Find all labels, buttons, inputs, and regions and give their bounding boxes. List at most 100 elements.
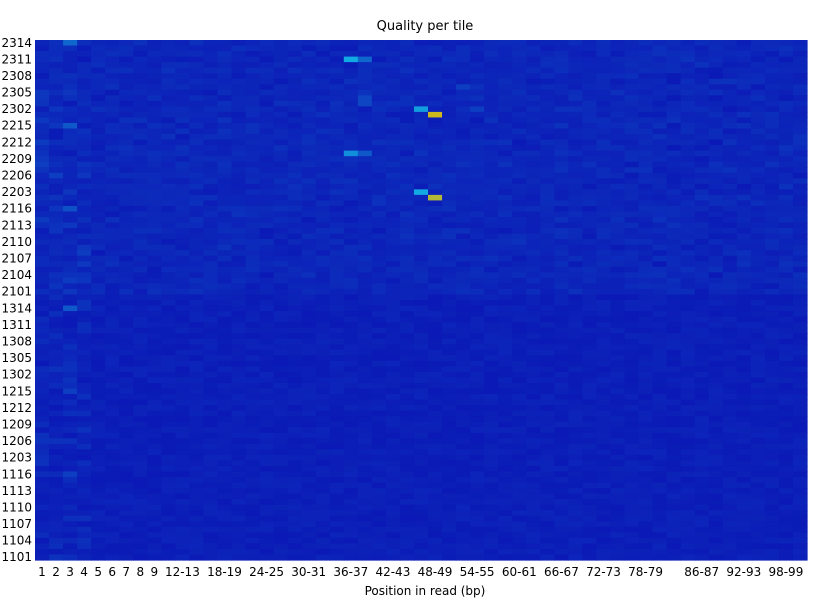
heatmap-cell	[287, 305, 303, 312]
heatmap-cell	[357, 399, 373, 406]
heatmap-cell	[189, 532, 205, 539]
heatmap-cell	[792, 128, 808, 135]
heatmap-cell	[596, 366, 612, 373]
heatmap-cell	[736, 305, 752, 312]
heatmap-cell	[568, 449, 584, 456]
heatmap-cell	[49, 526, 64, 533]
heatmap-cell	[778, 322, 794, 329]
heatmap-cell	[63, 526, 78, 533]
heatmap-cell	[610, 388, 626, 395]
heatmap-cell	[764, 394, 780, 401]
heatmap-cell	[343, 322, 359, 329]
heatmap-cell	[245, 504, 261, 511]
heatmap-cell	[442, 73, 457, 80]
heatmap-cell	[736, 200, 752, 207]
heatmap-cell	[147, 477, 162, 484]
heatmap-cell	[750, 194, 766, 202]
heatmap-cell	[287, 322, 303, 329]
heatmap-cell	[764, 360, 780, 367]
heatmap-cell	[245, 416, 261, 423]
heatmap-cell	[329, 327, 345, 334]
heatmap-cell	[77, 222, 92, 229]
heatmap-cell	[736, 438, 752, 445]
heatmap-cell	[385, 371, 401, 379]
heatmap-cell	[470, 111, 485, 119]
heatmap-cell	[259, 244, 275, 251]
heatmap-cell	[554, 532, 569, 539]
heatmap-cell	[343, 410, 359, 417]
heatmap-cell	[133, 465, 148, 473]
heatmap-cell	[540, 150, 555, 157]
heatmap-cell	[526, 283, 541, 290]
heatmap-cell	[680, 504, 696, 511]
heatmap-cell	[736, 504, 752, 511]
heatmap-cell	[329, 382, 345, 390]
heatmap-cell	[652, 172, 668, 179]
heatmap-cell	[49, 156, 64, 163]
heatmap-cell	[77, 244, 92, 251]
heatmap-cell	[343, 250, 359, 257]
heatmap-cell	[329, 454, 345, 462]
heatmap-cell	[680, 521, 696, 528]
heatmap-cell	[161, 504, 176, 511]
heatmap-cell	[526, 294, 541, 301]
heatmap-cell	[764, 349, 780, 356]
heatmap-cell	[694, 244, 710, 251]
heatmap-cell	[778, 416, 794, 423]
heatmap-cell	[680, 394, 696, 401]
heatmap-cell	[694, 250, 710, 257]
heatmap-cell	[764, 493, 780, 500]
heatmap-cell	[442, 521, 457, 528]
heatmap-cell	[49, 421, 64, 428]
heatmap-cell	[287, 89, 303, 96]
heatmap-cell	[245, 45, 261, 52]
heatmap-cell	[385, 432, 401, 439]
heatmap-cell	[624, 95, 640, 102]
heatmap-cell	[526, 471, 541, 478]
heatmap-cell	[456, 305, 471, 312]
heatmap-cell	[624, 377, 640, 384]
heatmap-cell	[442, 460, 457, 467]
heatmap-cell	[105, 128, 120, 135]
heatmap-cell	[470, 371, 485, 379]
heatmap-cell	[175, 499, 190, 506]
heatmap-cell	[287, 145, 303, 152]
heatmap-cell	[371, 266, 387, 273]
heatmap-cell	[91, 521, 106, 528]
heatmap-cell	[708, 222, 724, 229]
heatmap-cell	[315, 122, 331, 130]
heatmap-cell	[582, 277, 598, 284]
heatmap-cell	[385, 244, 401, 251]
heatmap-cell	[596, 477, 612, 484]
heatmap-cell	[175, 438, 190, 445]
heatmap-cell	[371, 537, 387, 544]
heatmap-cell	[385, 172, 401, 179]
heatmap-cell	[189, 62, 205, 69]
heatmap-cell	[175, 521, 190, 528]
heatmap-cell	[287, 327, 303, 334]
heatmap-cell	[357, 233, 373, 240]
heatmap-cell	[764, 465, 780, 473]
heatmap-cell	[105, 499, 120, 506]
heatmap-cell	[764, 40, 780, 47]
heatmap-cell	[357, 526, 373, 533]
heatmap-cell	[161, 51, 176, 58]
heatmap-cell	[91, 161, 106, 168]
heatmap-cell	[287, 394, 303, 401]
heatmap-cell	[624, 521, 640, 528]
heatmap-cell	[540, 449, 555, 456]
heatmap-cell	[259, 449, 275, 456]
heatmap-cell	[371, 477, 387, 484]
heatmap-cell	[736, 521, 752, 528]
heatmap-cell	[610, 189, 626, 196]
heatmap-cell	[161, 443, 176, 450]
heatmap-cell	[554, 167, 569, 174]
heatmap-cell	[428, 465, 443, 473]
heatmap-cell	[119, 228, 134, 235]
heatmap-cell	[273, 493, 289, 500]
heatmap-cell	[442, 111, 457, 119]
heatmap-cell	[399, 172, 415, 179]
heatmap-cell	[694, 371, 710, 379]
heatmap-cell	[652, 294, 668, 301]
